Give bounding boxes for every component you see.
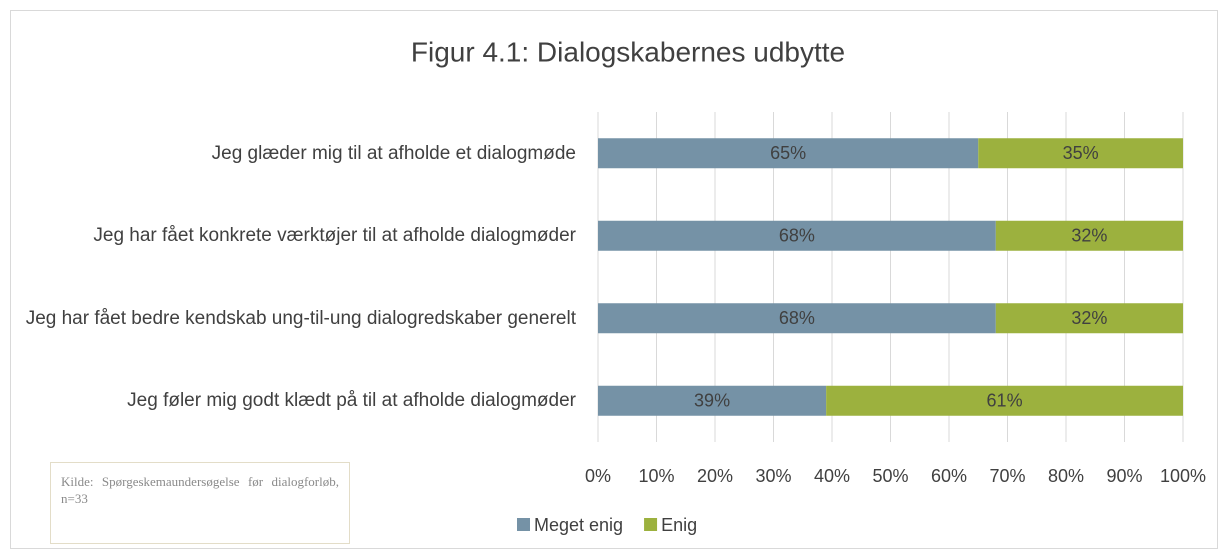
data-label: 68% — [779, 308, 815, 328]
data-label: 61% — [987, 391, 1023, 411]
bar — [995, 220, 1183, 251]
x-tick-label: 30% — [755, 466, 791, 486]
y-tick-label: Jeg har fået bedre kendskab ung-til-ung … — [16, 306, 576, 331]
x-tick-label: 50% — [872, 466, 908, 486]
data-label: 68% — [779, 226, 815, 246]
data-label: 35% — [1063, 143, 1099, 163]
category-text: Jeg glæder mig til at afholde et dialogm… — [211, 142, 576, 164]
y-tick-label: Jeg føler mig godt klædt på til at afhol… — [16, 388, 576, 413]
category-text: Jeg har fået bedre kendskab ung-til-ung … — [25, 307, 576, 329]
x-tick-label: 60% — [931, 466, 967, 486]
chart-border — [10, 10, 1218, 549]
legend-label: Enig — [661, 515, 697, 535]
y-tick-label: Jeg har fået konkrete værktøjer til at a… — [16, 223, 576, 248]
x-tick-label: 70% — [989, 466, 1025, 486]
bar — [978, 138, 1183, 169]
source-note: Kilde: Spørgeskemaundersøgelse før dialo… — [50, 462, 350, 544]
data-label: 32% — [1071, 308, 1107, 328]
chart-title: Figur 4.1: Dialogskabernes udbytte — [411, 36, 845, 67]
data-label: 39% — [694, 391, 730, 411]
bar — [826, 385, 1183, 416]
x-tick-label: 90% — [1106, 466, 1142, 486]
x-tick-label: 80% — [1048, 466, 1084, 486]
data-label: 32% — [1071, 226, 1107, 246]
category-text: Jeg føler mig godt klædt på til at afhol… — [127, 390, 576, 412]
x-tick-label: 100% — [1160, 466, 1206, 486]
bar — [598, 138, 979, 169]
x-tick-label: 10% — [638, 466, 674, 486]
x-tick-label: 0% — [585, 466, 611, 486]
category-text: Jeg har fået konkrete værktøjer til at a… — [93, 225, 576, 247]
legend-label: Meget enig — [534, 515, 623, 535]
data-label: 65% — [770, 143, 806, 163]
x-tick-label: 20% — [697, 466, 733, 486]
bar — [598, 385, 827, 416]
bar — [598, 303, 996, 334]
bar — [995, 303, 1183, 334]
y-tick-label: Jeg glæder mig til at afholde et dialogm… — [16, 141, 576, 166]
legend-swatch — [644, 518, 658, 531]
bar — [598, 220, 996, 251]
legend-swatch — [517, 518, 530, 531]
x-tick-label: 40% — [814, 466, 850, 486]
